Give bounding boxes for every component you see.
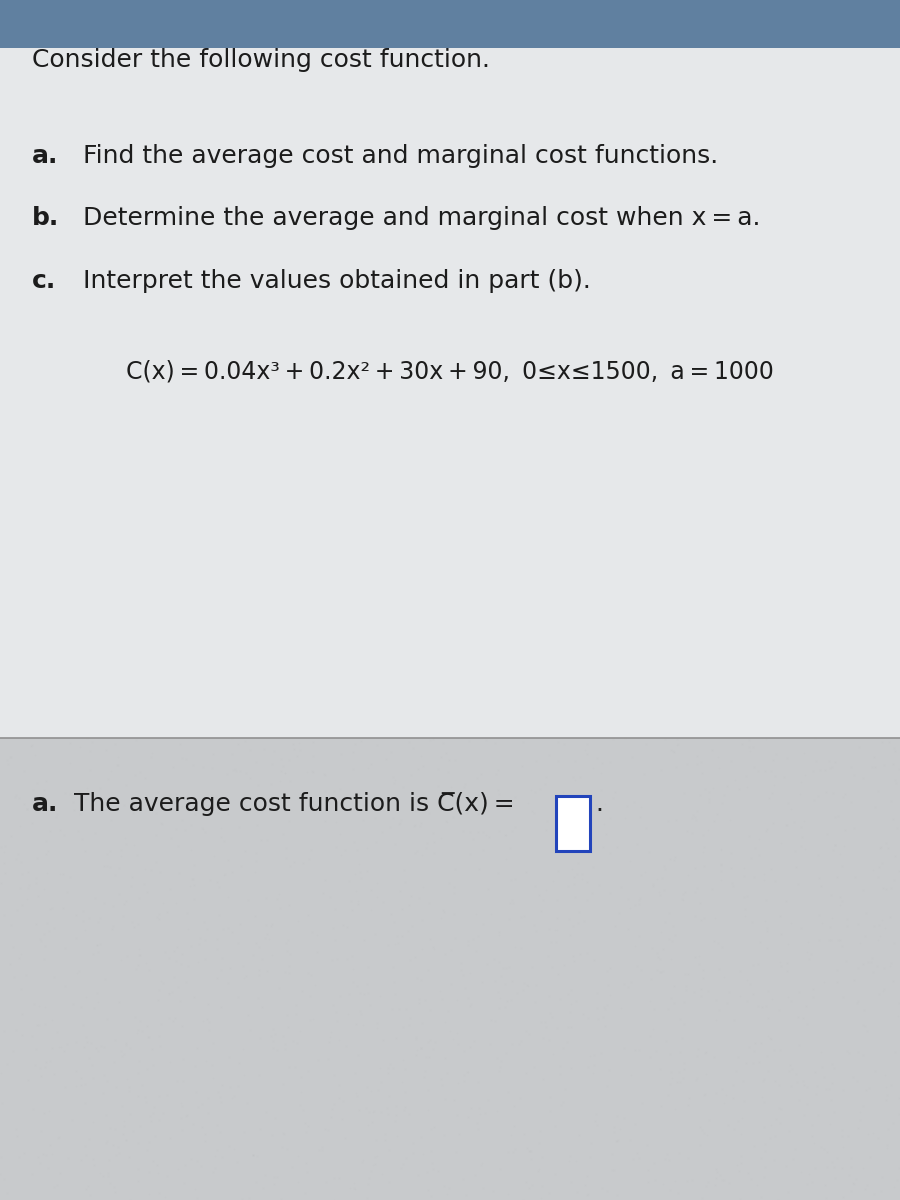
Text: C(x) = 0.04x³ + 0.2x² + 30x + 90,  0≤x≤1500,  a = 1000: C(x) = 0.04x³ + 0.2x² + 30x + 90, 0≤x≤15… — [126, 360, 774, 384]
Text: a.: a. — [32, 144, 58, 168]
Bar — [0, 738, 900, 1200]
Text: Determine the average and marginal cost when x = a.: Determine the average and marginal cost … — [75, 206, 760, 230]
Text: c.: c. — [32, 269, 56, 293]
Text: The average cost function is C̅(x) =: The average cost function is C̅(x) = — [66, 792, 514, 816]
FancyBboxPatch shape — [556, 796, 590, 851]
Text: Find the average cost and marginal cost functions.: Find the average cost and marginal cost … — [75, 144, 718, 168]
Text: b.: b. — [32, 206, 58, 230]
Text: a.: a. — [32, 792, 58, 816]
Text: .: . — [596, 792, 604, 816]
Bar — [0, 0, 900, 738]
Text: Consider the following cost function.: Consider the following cost function. — [32, 48, 490, 72]
Bar — [0, 0, 900, 48]
Text: Interpret the values obtained in part (b).: Interpret the values obtained in part (b… — [75, 269, 590, 293]
